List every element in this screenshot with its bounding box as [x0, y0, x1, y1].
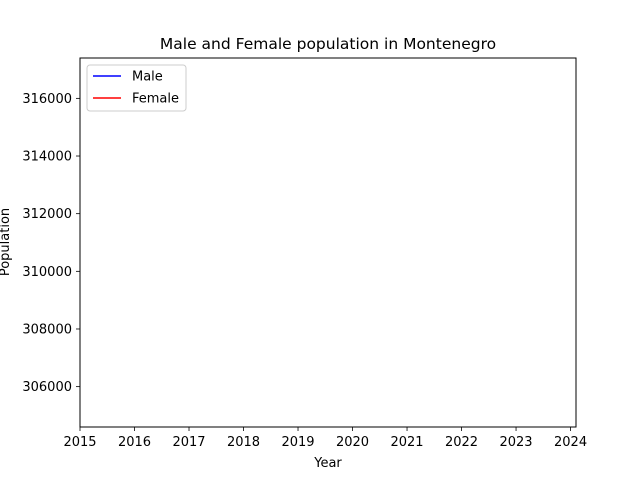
x-tick-label: 2018: [227, 435, 260, 450]
x-tick-label: 2015: [63, 435, 96, 450]
x-tick-label: 2020: [336, 435, 369, 450]
legend: Male Female: [86, 64, 187, 112]
chart-title: Male and Female population in Montenegro: [160, 35, 496, 53]
x-axis-ticks: 2015 2016 2017 2018 2019 2020 2021 2022 2023 2024: [63, 427, 587, 450]
x-tick-label: 2021: [390, 435, 423, 450]
y-tick-label: 316000: [22, 92, 72, 107]
y-tick-label: 312000: [22, 207, 72, 222]
legend-label-female: Female: [132, 92, 179, 107]
plot-area-frame: [79, 57, 577, 428]
x-tick-label: 2016: [118, 435, 151, 450]
x-tick-label: 2017: [172, 435, 205, 450]
y-tick-label: 314000: [22, 150, 72, 165]
y-tick-label: 306000: [22, 380, 72, 395]
x-axis-label: Year: [313, 456, 342, 471]
x-tick-label: 2019: [281, 435, 314, 450]
y-axis-label: Population: [0, 208, 13, 276]
x-tick-label: 2023: [499, 435, 532, 450]
legend-label-male: Male: [132, 70, 163, 85]
y-axis-ticks: 306000 308000 310000 312000 314000 316000: [22, 92, 80, 395]
x-tick-label: 2022: [445, 435, 478, 450]
y-tick-label: 308000: [22, 322, 72, 337]
y-tick-label: 310000: [22, 265, 72, 280]
x-tick-label: 2024: [554, 435, 587, 450]
